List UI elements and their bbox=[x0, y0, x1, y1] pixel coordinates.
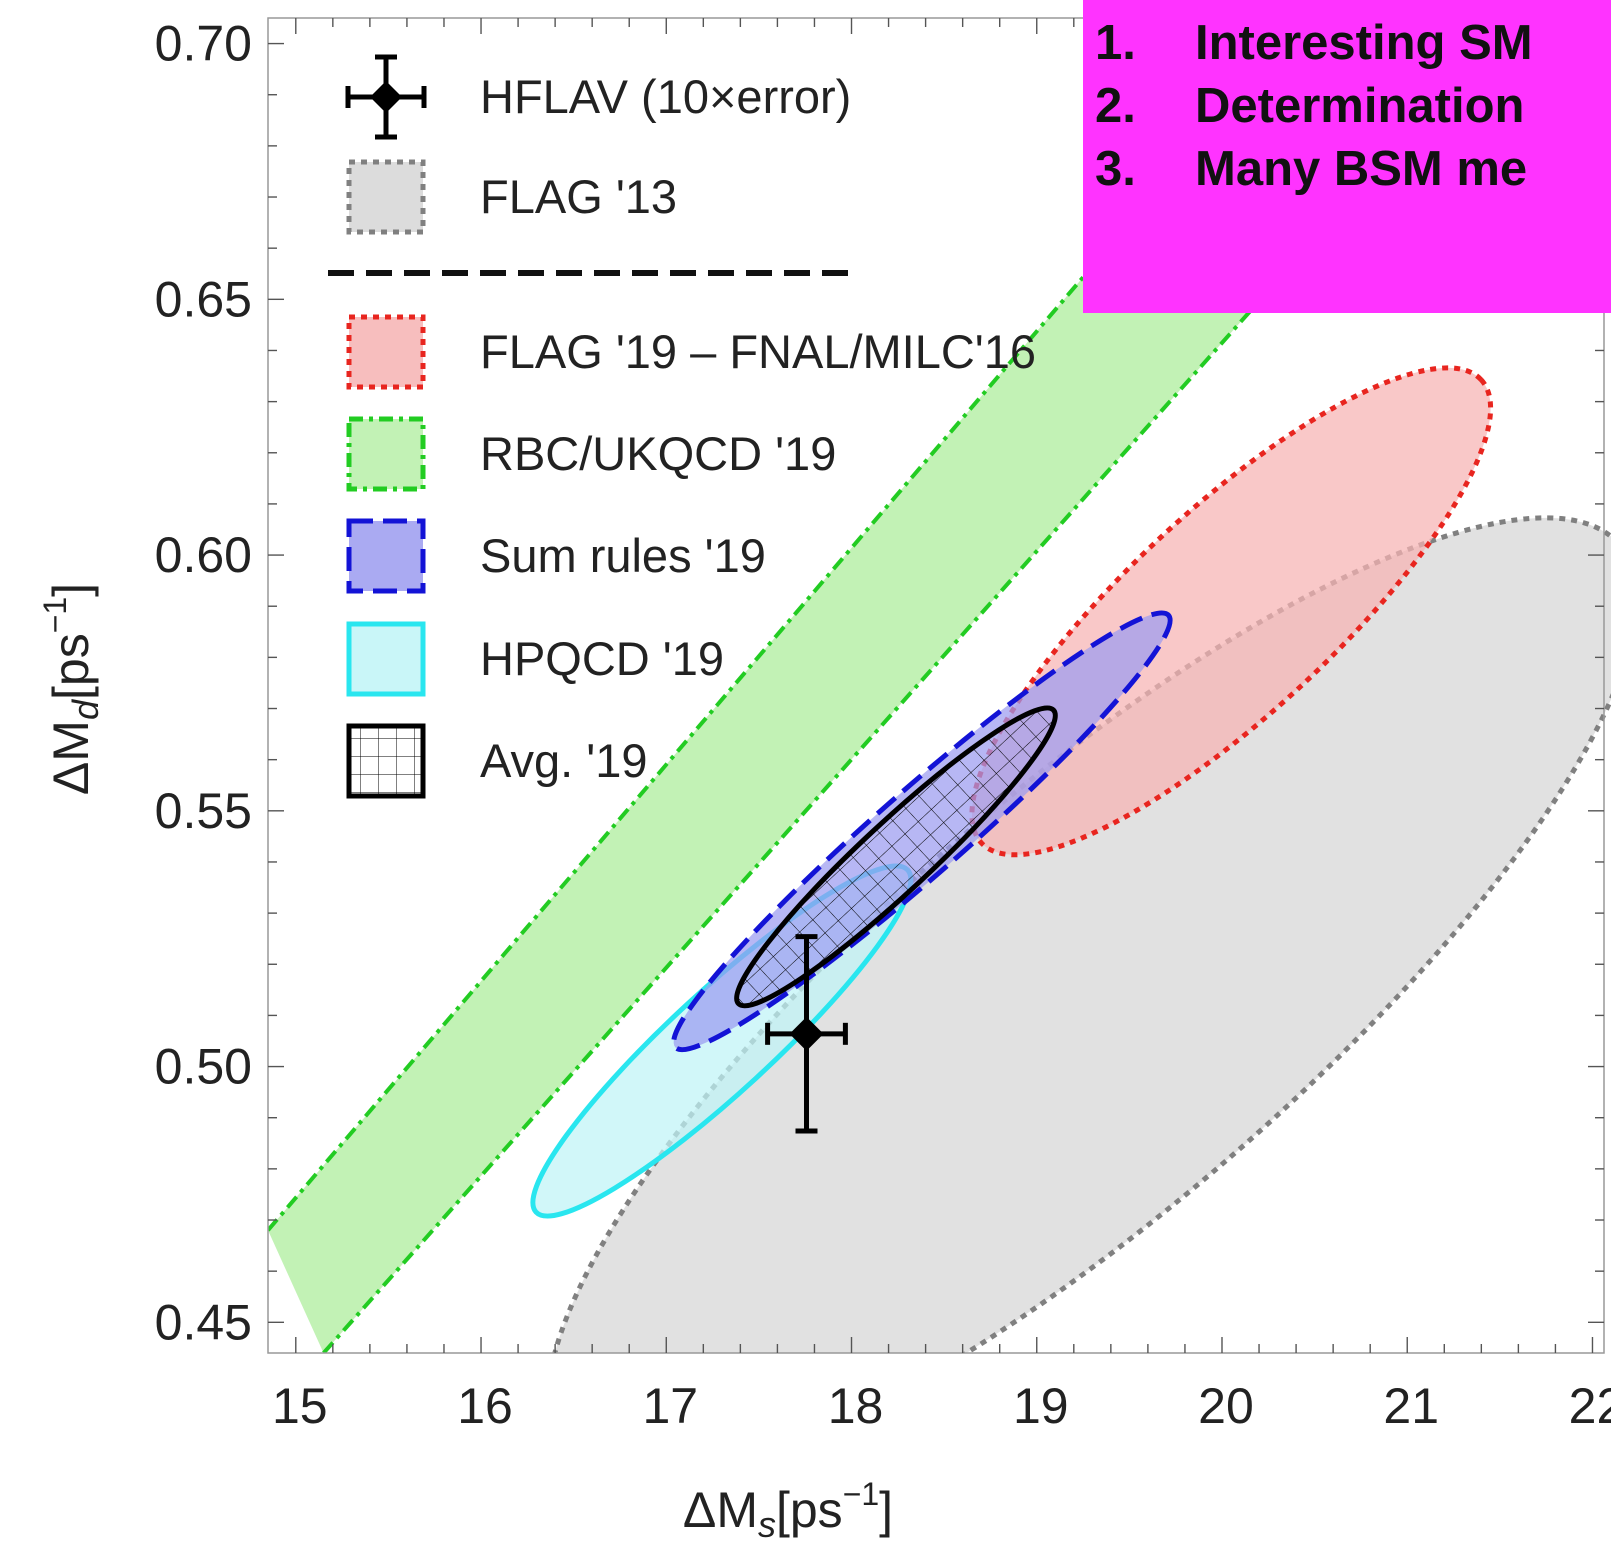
x-tick-label: 16 bbox=[457, 1378, 513, 1434]
x-tick-label: 15 bbox=[272, 1378, 328, 1434]
callout-item: 1. Interesting SM bbox=[1095, 16, 1533, 70]
x-axis-title: ΔMs[ps−1] bbox=[683, 1476, 893, 1541]
flag-19-fnal-milc-16-ellipse bbox=[969, 365, 1494, 858]
legend-label: HFLAV (10×error) bbox=[480, 70, 851, 123]
y-tick-label: 0.55 bbox=[155, 783, 252, 839]
rbc-ukqcd-lower-edge bbox=[322, 18, 1514, 1353]
y-tick-label: 0.70 bbox=[155, 16, 252, 72]
legend-label: RBC/UKQCD '19 bbox=[480, 427, 836, 480]
x-tick-label: 20 bbox=[1198, 1378, 1254, 1434]
callout-item: 3. Many BSM me bbox=[1095, 142, 1528, 196]
rbc-ukqcd-band bbox=[268, 18, 1511, 1353]
x-tick-label: 22 bbox=[1569, 1378, 1611, 1434]
legend-swatch bbox=[346, 723, 426, 799]
legend-label: FLAG '19 – FNAL/MILC'16 bbox=[480, 325, 1036, 378]
flag-13-ellipse bbox=[545, 515, 1611, 1353]
y-tick-label: 0.60 bbox=[155, 527, 252, 583]
legend-swatch bbox=[346, 518, 426, 594]
y-tick-label: 0.65 bbox=[155, 271, 252, 327]
y-tick-label: 0.45 bbox=[155, 1294, 252, 1350]
legend-swatch bbox=[346, 159, 426, 235]
legend-swatch bbox=[346, 314, 426, 390]
plot-frame bbox=[267, 17, 1605, 1354]
x-tick-label: 21 bbox=[1383, 1378, 1439, 1434]
y-tick-label: 0.50 bbox=[155, 1039, 252, 1095]
legend: HFLAV (10×error) FLAG '13 FLAG '19 – FNAL/… bbox=[328, 54, 1036, 799]
x-tick-label: 19 bbox=[1013, 1378, 1069, 1434]
x-tick-label: 18 bbox=[828, 1378, 884, 1434]
callout-item: 2. Determination bbox=[1095, 79, 1525, 133]
legend-label: HPQCD '19 bbox=[480, 632, 724, 685]
x-tick-label: 17 bbox=[642, 1378, 698, 1434]
y-axis-title: ΔMd[ps−1] bbox=[37, 583, 106, 795]
avg-19-ellipse bbox=[734, 705, 1058, 1009]
legend-label: Avg. '19 bbox=[480, 734, 648, 787]
legend-label: Sum rules '19 bbox=[480, 529, 766, 582]
callout-box: 1. Interesting SM 2. Determination 3. Many … bbox=[1083, 0, 1611, 313]
legend-swatch bbox=[346, 621, 426, 697]
legend-swatch bbox=[346, 416, 426, 492]
legend-swatch-marker bbox=[370, 81, 402, 113]
hflav-point bbox=[789, 1016, 824, 1051]
legend-label: FLAG '13 bbox=[480, 170, 677, 223]
rbc-ukqcd-upper-edge bbox=[268, 18, 1308, 1232]
